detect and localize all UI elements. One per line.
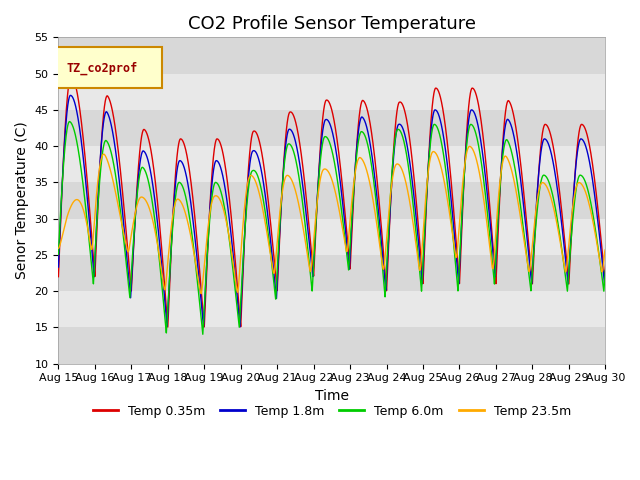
Bar (58, 37, 605, 73)
Bar (58, 73, 605, 110)
Bar (58, 291, 605, 327)
Bar (58, 219, 605, 255)
FancyBboxPatch shape (56, 47, 163, 88)
Title: CO2 Profile Sensor Temperature: CO2 Profile Sensor Temperature (188, 15, 476, 33)
Y-axis label: Senor Temperature (C): Senor Temperature (C) (15, 121, 29, 279)
Bar (58, 255, 605, 291)
Legend: Temp 0.35m, Temp 1.8m, Temp 6.0m, Temp 23.5m: Temp 0.35m, Temp 1.8m, Temp 6.0m, Temp 2… (88, 400, 576, 423)
Bar (58, 110, 605, 146)
Bar (58, 146, 605, 182)
Bar (58, 182, 605, 219)
X-axis label: Time: Time (315, 389, 349, 403)
Bar (58, 327, 605, 364)
Text: TZ_co2prof: TZ_co2prof (67, 61, 138, 75)
